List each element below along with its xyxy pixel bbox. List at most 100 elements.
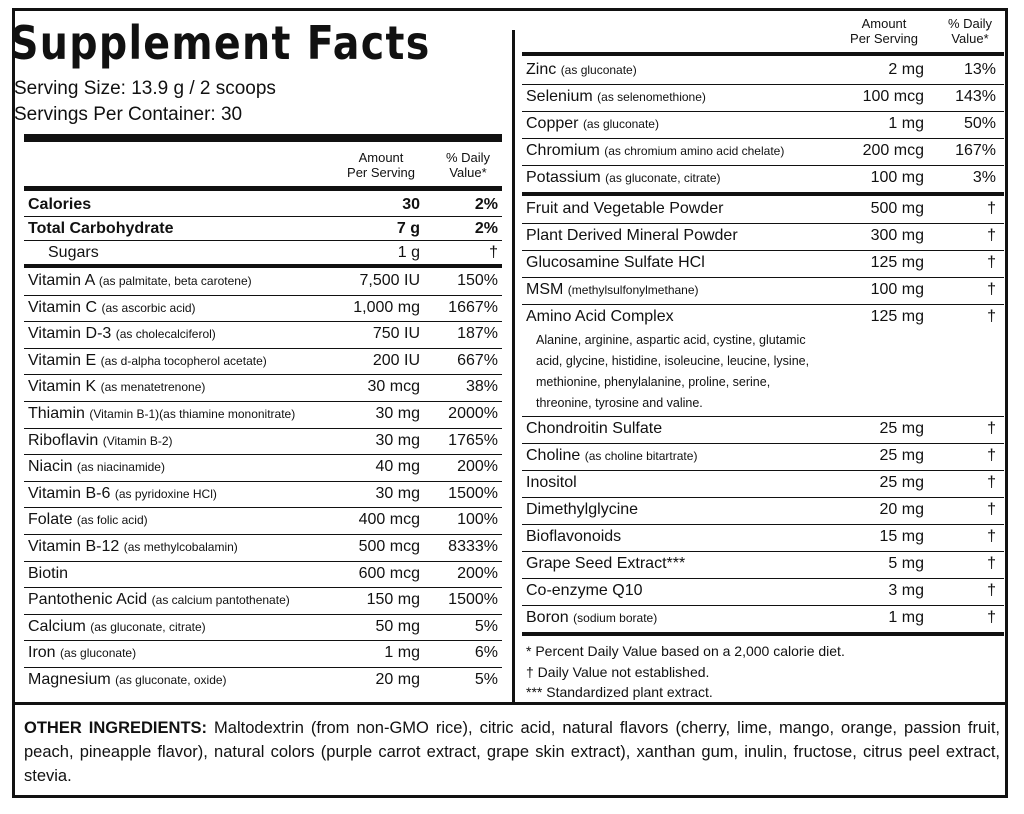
- other-ingredients-label: OTHER INGREDIENTS:: [24, 719, 208, 737]
- nutrient-daily-value: 6%: [474, 644, 498, 662]
- nutrient-row: Vitamin B-12 (as methylcobalamin) 500 mcg…: [24, 534, 502, 562]
- nutrient-label: Choline: [526, 447, 581, 464]
- nutrient-label: Iron: [28, 644, 56, 662]
- serving-size: Serving Size: 13.9 g / 2 scoops: [14, 78, 276, 99]
- nutrient-row: Pantothenic Acid (as calcium pantothenat…: [24, 587, 502, 615]
- nutrient-name: Iron (as gluconate): [28, 644, 136, 662]
- nutrient-daily-value: 13%: [963, 61, 996, 78]
- nutrient-daily-value: 1500%: [448, 484, 498, 502]
- nutrient-row: Vitamin C (as ascorbic acid) 1,000 mg 1667…: [24, 295, 502, 323]
- nutrient-name: Amino Acid Complex: [526, 308, 674, 325]
- nutrient-label: Chondroitin Sulfate: [526, 420, 663, 437]
- nutrient-name: Boron (sodium borate): [526, 609, 657, 627]
- nutrient-amount: 400 mcg: [358, 511, 420, 529]
- nutrient-source: (as gluconate): [560, 63, 637, 77]
- nutrient-source: (as cholecalciferol): [115, 327, 216, 342]
- nutrient-row: MSM (methylsulfonylmethane) 100 mg †: [522, 277, 1004, 305]
- nutrient-source: (as gluconate): [582, 117, 659, 131]
- nutrient-row: Zinc (as gluconate) 2 mg 13%: [522, 57, 1004, 85]
- nutrient-row: Boron (sodium borate) 1 mg †: [522, 605, 1004, 636]
- footnote-dv: * Percent Daily Value based on a 2,000 c…: [526, 643, 845, 659]
- nutrient-name: Biotin: [28, 565, 68, 583]
- nutrient-daily-value: †: [987, 555, 996, 572]
- servings-per-container: Servings Per Container: 30: [14, 104, 243, 125]
- nutrient-row: Chondroitin Sulfate 25 mg †: [522, 416, 1004, 444]
- nutrient-name: Magnesium (as gluconate, oxide): [28, 671, 227, 689]
- nutrient-amount: 7 g: [396, 220, 420, 237]
- nutrient-amount: 15 mg: [879, 528, 924, 545]
- nutrient-name: Inositol: [526, 474, 577, 492]
- nutrient-row: Vitamin K (as menatetrenone) 30 mcg 38%: [24, 374, 502, 402]
- nutrient-name: Vitamin K (as menatetrenone): [28, 378, 205, 396]
- nutrient-daily-value: 2000%: [448, 405, 498, 422]
- nutrient-amount: 500 mg: [870, 200, 924, 217]
- nutrient-source: (as folic acid): [76, 513, 148, 528]
- nutrient-amount: 100 mg: [870, 169, 924, 186]
- nutrient-row: Copper (as gluconate) 1 mg 50%: [522, 111, 1004, 139]
- nutrient-amount: 5 mg: [888, 555, 924, 572]
- nutrient-amount: 100 mcg: [862, 88, 924, 105]
- nutrient-amount: 20 mg: [375, 671, 420, 688]
- nutrient-name: MSM (methylsulfonylmethane): [526, 281, 699, 299]
- nutrient-label: Niacin: [28, 458, 73, 476]
- nutrient-amount: 300 mg: [870, 227, 924, 244]
- nutrient-name: Calories: [28, 196, 91, 214]
- nutrient-source: (as methylcobalamin): [123, 540, 238, 554]
- nutrient-source: (as choline bitartrate): [584, 449, 698, 463]
- nutrient-daily-value: 5%: [474, 671, 498, 688]
- nutrient-name: Potassium (as gluconate, citrate): [526, 169, 721, 187]
- nutrient-label: Calories: [28, 196, 92, 213]
- nutrient-source: (as gluconate, citrate): [605, 171, 721, 185]
- nutrient-daily-value: †: [987, 227, 996, 244]
- nutrient-row: Choline (as choline bitartrate) 25 mg †: [522, 443, 1004, 471]
- nutrient-row: Inositol 25 mg †: [522, 470, 1004, 498]
- nutrient-row: Total Carbohydrate 7 g 2%: [24, 216, 502, 241]
- nutrient-label: Calcium: [28, 617, 86, 635]
- right-header-rule: [522, 52, 1004, 56]
- nutrient-name: Sugars: [48, 244, 99, 262]
- nutrient-amount: 500 mcg: [358, 538, 420, 555]
- nutrient-daily-value: 1667%: [448, 298, 498, 316]
- nutrient-name: Chondroitin Sulfate: [526, 420, 662, 438]
- nutrient-daily-value: 1500%: [448, 591, 498, 609]
- nutrient-row: Niacin (as niacinamide) 40 mg 200%: [24, 454, 502, 482]
- nutrient-name: Co-enzyme Q10: [526, 582, 643, 600]
- nutrient-amount: 200 mcg: [862, 142, 924, 159]
- nutrient-amount: 40 mg: [375, 458, 420, 476]
- nutrient-label: Vitamin D-3: [28, 325, 112, 343]
- nutrient-amount: 30 mcg: [367, 378, 420, 396]
- nutrient-amount: 20 mg: [879, 501, 924, 518]
- nutrient-label: Vitamin E: [28, 351, 97, 369]
- nutrient-daily-value: †: [987, 281, 996, 298]
- nutrient-source: (as ascorbic acid): [101, 300, 196, 315]
- nutrient-row: Vitamin A (as palmitate, beta carotene) 7…: [24, 268, 502, 296]
- nutrient-label: Chromium: [526, 142, 600, 159]
- nutrient-name: Folate (as folic acid): [28, 511, 148, 529]
- nutrient-amount: 1,000 mg: [353, 298, 420, 316]
- amino-line: acid, glycine, histidine, isoleucine, le…: [536, 354, 810, 368]
- nutrient-label: MSM: [526, 281, 564, 298]
- nutrient-daily-value: 200%: [457, 564, 498, 582]
- nutrient-source: (as menatetrenone): [100, 380, 206, 395]
- nutrient-row: Sugars 1 g †: [24, 240, 502, 268]
- nutrient-label: Thiamin: [28, 405, 85, 422]
- nutrient-daily-value: 2%: [474, 220, 498, 237]
- nutrient-label: Vitamin K: [28, 378, 97, 396]
- nutrient-row: Riboflavin (Vitamin B-2) 30 mg 1765%: [24, 428, 502, 456]
- nutrient-amount: 150 mg: [366, 591, 420, 609]
- nutrient-name: Calcium (as gluconate, citrate): [28, 618, 206, 636]
- nutrient-label: Riboflavin: [28, 431, 99, 449]
- nutrient-daily-value: 167%: [955, 142, 996, 159]
- nutrient-name: Selenium (as selenomethione): [526, 88, 706, 106]
- nutrient-name: Zinc (as gluconate): [526, 61, 637, 79]
- nutrient-amount: 30 mg: [375, 431, 420, 449]
- nutrient-row: Vitamin D-3 (as cholecalciferol) 750 IU 18…: [24, 321, 502, 349]
- nutrient-name: Niacin (as niacinamide): [28, 458, 165, 476]
- nutrient-amount: 25 mg: [879, 447, 924, 464]
- nutrient-daily-value: †: [987, 609, 996, 626]
- nutrient-row: Selenium (as selenomethione) 100 mcg 143%: [522, 84, 1004, 112]
- nutrient-label: Vitamin A: [28, 272, 95, 289]
- nutrient-label: Bioflavonoids: [526, 528, 622, 545]
- left-header-amount: Amount Per Serving: [347, 150, 415, 180]
- nutrient-row: Plant Derived Mineral Powder 300 mg †: [522, 223, 1004, 251]
